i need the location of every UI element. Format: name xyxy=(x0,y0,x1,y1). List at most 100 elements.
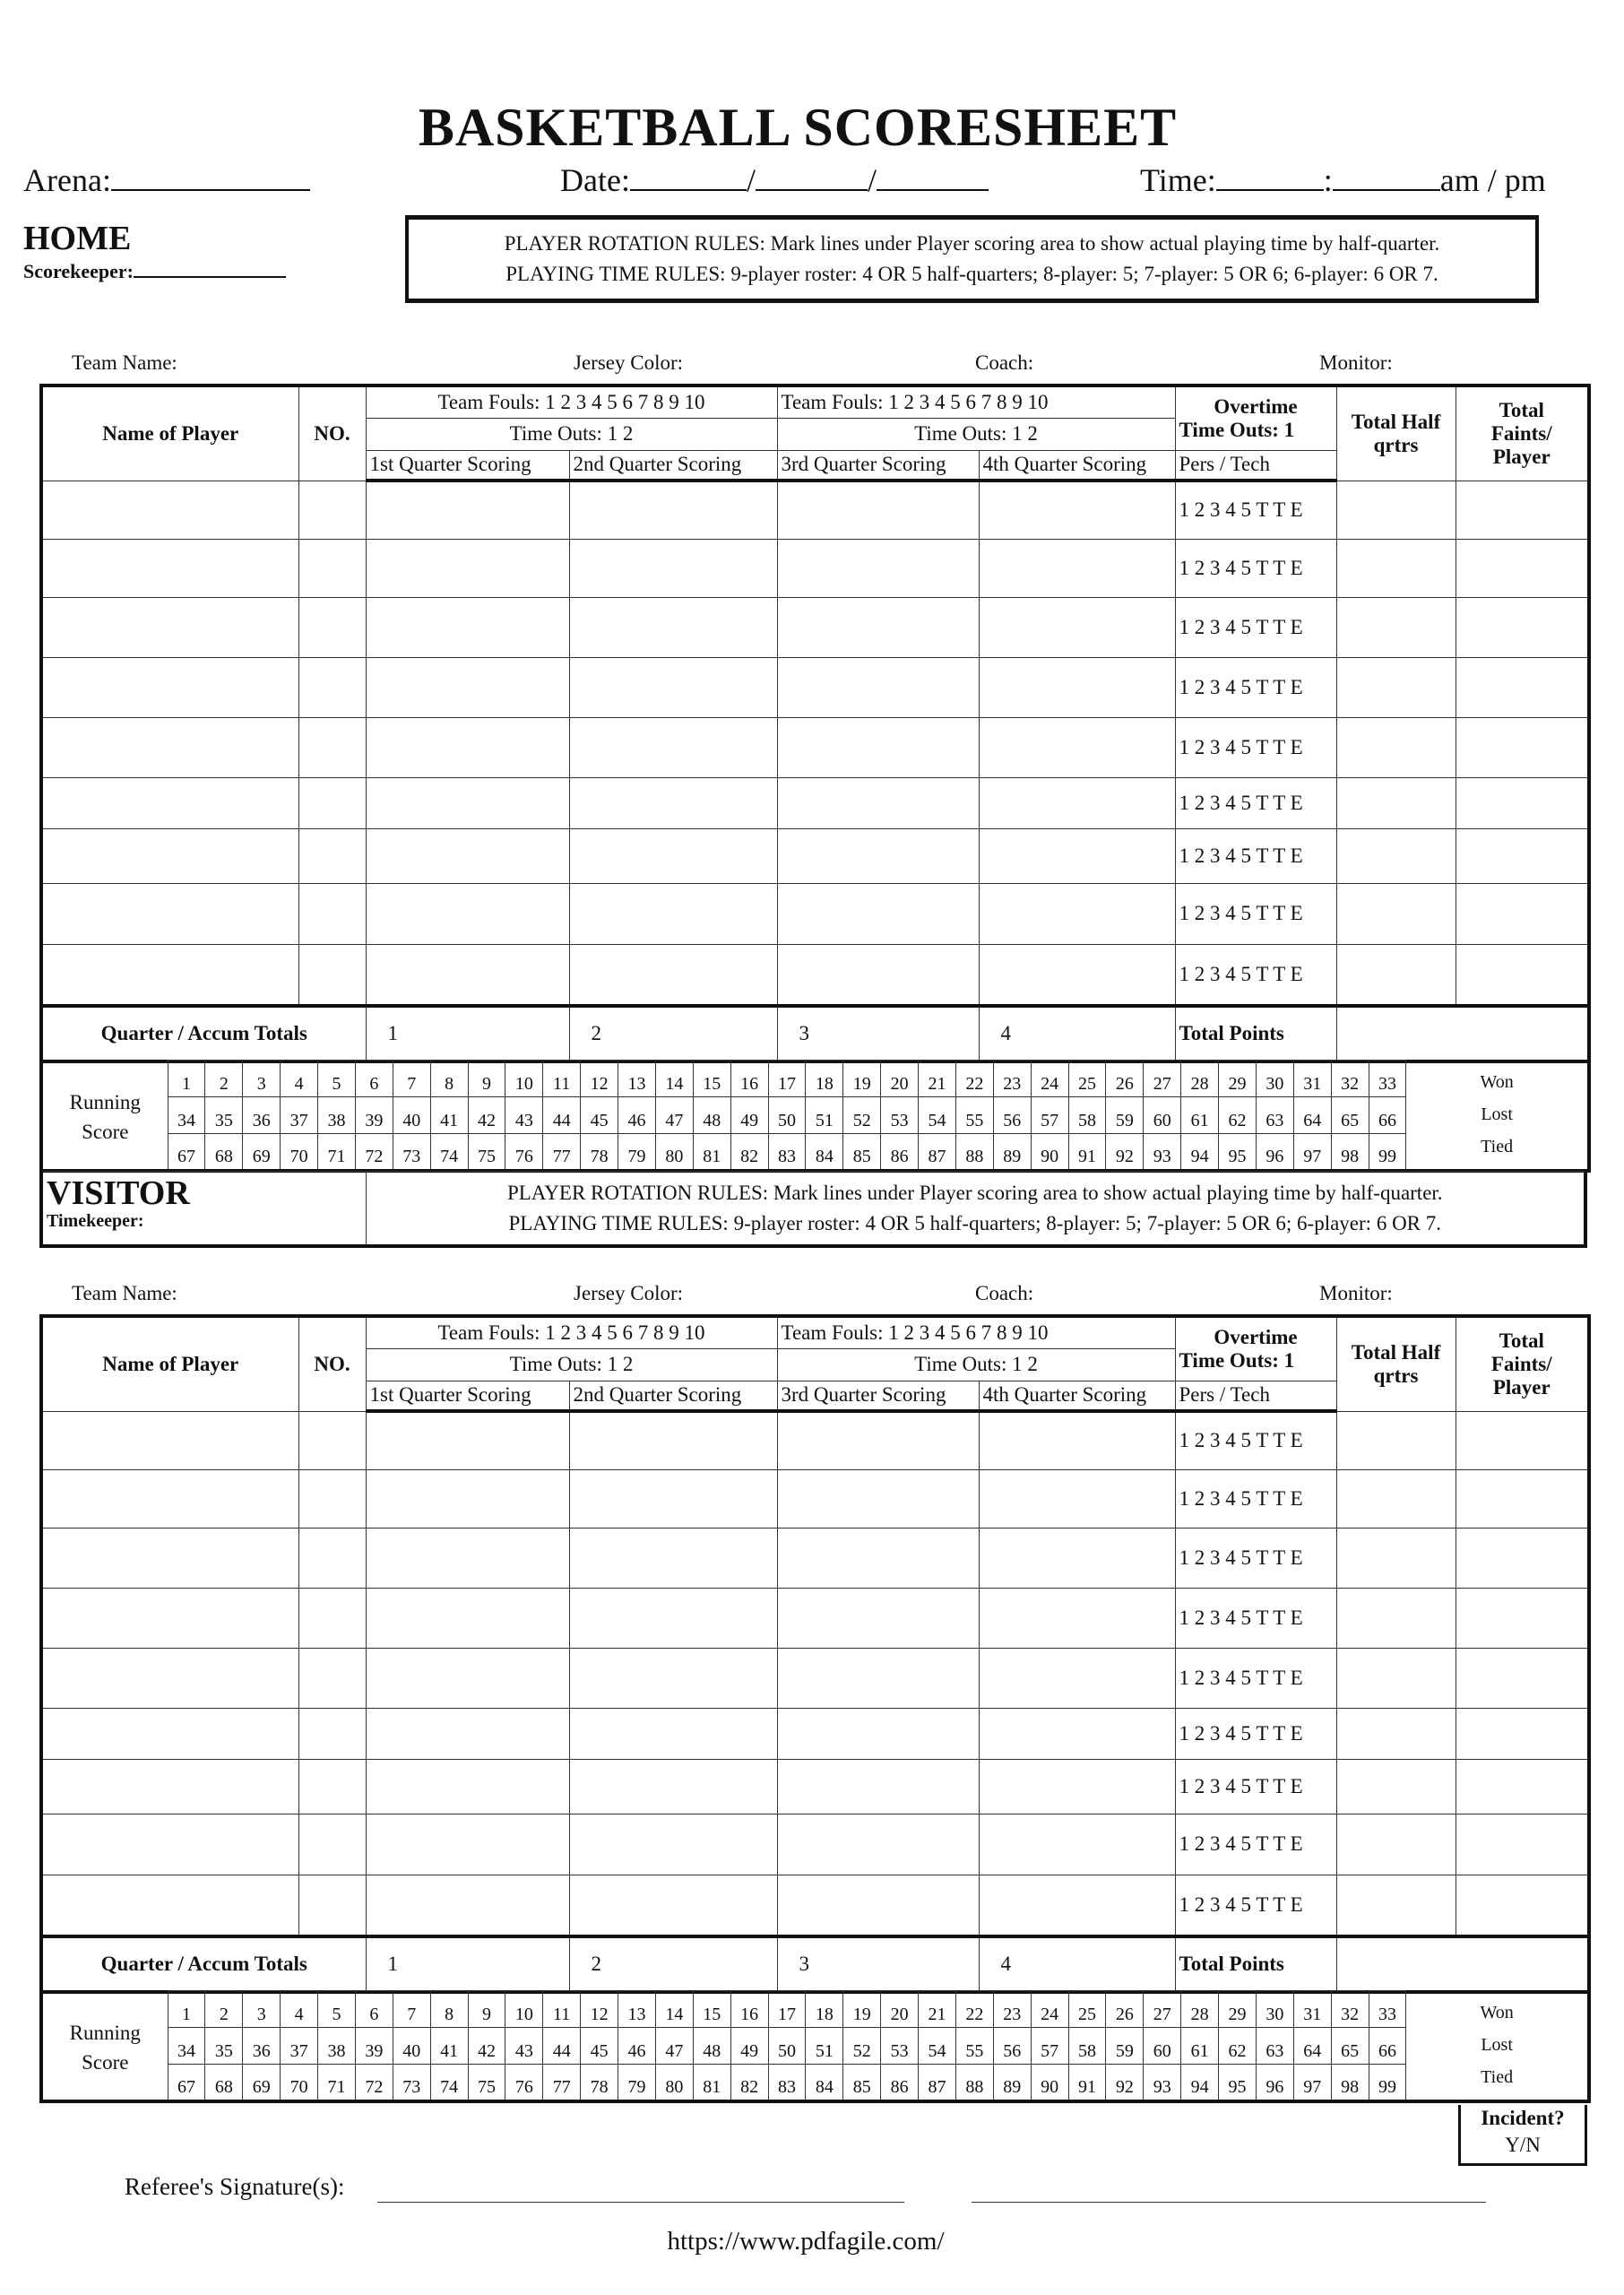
score-cell-28[interactable]: 28 xyxy=(1180,1990,1219,2028)
fouls-cell[interactable]: 1 2 3 4 5 T T E xyxy=(1174,1527,1337,1589)
team-info-team-name[interactable]: Team Name: xyxy=(72,351,177,374)
total-half-qrtrs-cell[interactable] xyxy=(1335,1468,1456,1529)
score-cell-39[interactable]: 39 xyxy=(354,2027,393,2065)
score-cell-65[interactable]: 65 xyxy=(1330,2027,1369,2065)
score-cell-48[interactable]: 48 xyxy=(692,2027,731,2065)
source-url[interactable]: https://www.pdfagile.com/ xyxy=(667,2227,945,2256)
quarter-2-score-cell[interactable] xyxy=(568,882,778,945)
quarter-4-score-cell[interactable] xyxy=(978,943,1176,1007)
player-number-cell[interactable] xyxy=(298,1758,367,1814)
total-faints-cell[interactable] xyxy=(1455,1468,1590,1529)
score-cell-64[interactable]: 64 xyxy=(1292,2027,1332,2065)
score-cell-90[interactable]: 90 xyxy=(1030,1133,1069,1171)
player-name-cell[interactable] xyxy=(40,1758,299,1814)
quarter-1-score-cell[interactable] xyxy=(365,943,570,1007)
team-fouls-second-half[interactable]: Team Fouls: 1 2 3 4 5 6 7 8 9 10 xyxy=(776,1315,1176,1349)
score-cell-78[interactable]: 78 xyxy=(580,2064,618,2101)
score-cell-85[interactable]: 85 xyxy=(842,2064,882,2101)
total-faints-cell[interactable] xyxy=(1455,1527,1590,1589)
score-cell-36[interactable]: 36 xyxy=(242,2027,281,2065)
player-number-cell[interactable] xyxy=(298,1587,367,1649)
referee-signature-line-1[interactable] xyxy=(377,2202,904,2203)
score-cell-66[interactable]: 66 xyxy=(1368,1096,1407,1134)
player-name-cell[interactable] xyxy=(40,776,299,829)
score-cell-90[interactable]: 90 xyxy=(1030,2064,1069,2101)
player-name-cell[interactable] xyxy=(40,656,299,718)
score-cell-71[interactable]: 71 xyxy=(317,1133,356,1171)
result-lost[interactable]: Lost xyxy=(1481,1104,1513,1124)
score-cell-91[interactable]: 91 xyxy=(1067,1133,1107,1171)
score-cell-53[interactable]: 53 xyxy=(880,2027,919,2065)
score-cell-3[interactable]: 3 xyxy=(242,1990,281,2028)
score-cell-63[interactable]: 63 xyxy=(1255,1096,1294,1134)
quarter-2-score-cell[interactable] xyxy=(568,943,778,1007)
player-name-cell[interactable] xyxy=(40,538,299,598)
score-cell-2[interactable]: 2 xyxy=(204,1990,244,2028)
total-half-qrtrs-cell[interactable] xyxy=(1335,1758,1456,1814)
score-cell-75[interactable]: 75 xyxy=(467,2064,506,2101)
score-cell-47[interactable]: 47 xyxy=(654,2027,694,2065)
score-cell-93[interactable]: 93 xyxy=(1143,1133,1182,1171)
score-cell-16[interactable]: 16 xyxy=(730,1060,769,1097)
fouls-cell[interactable]: 1 2 3 4 5 T T E xyxy=(1174,596,1337,658)
team-info-jersey-color[interactable]: Jersey Color: xyxy=(574,351,684,374)
score-cell-83[interactable]: 83 xyxy=(767,2064,807,2101)
score-cell-17[interactable]: 17 xyxy=(767,1060,807,1097)
result-tied[interactable]: Tied xyxy=(1481,1136,1514,1156)
result-cell[interactable]: Won Lost Tied xyxy=(1406,1991,1589,2101)
score-cell-19[interactable]: 19 xyxy=(842,1990,882,2028)
total-faints-cell[interactable] xyxy=(1455,1647,1590,1709)
time-outs-second-half[interactable]: Time Outs: 1 2 xyxy=(776,1347,1176,1381)
quarter-1-score-cell[interactable] xyxy=(365,1758,570,1814)
score-cell-7[interactable]: 7 xyxy=(392,1990,431,2028)
team-info-monitor[interactable]: Monitor: xyxy=(1319,351,1393,374)
score-cell-56[interactable]: 56 xyxy=(992,1096,1032,1134)
score-cell-88[interactable]: 88 xyxy=(955,2064,994,2101)
score-cell-44[interactable]: 44 xyxy=(542,1096,582,1134)
score-cell-88[interactable]: 88 xyxy=(955,1133,994,1171)
player-number-cell[interactable] xyxy=(298,1527,367,1589)
total-half-qrtrs-cell[interactable] xyxy=(1335,776,1456,829)
quarter-4-score-cell[interactable] xyxy=(978,1707,1176,1760)
score-cell-77[interactable]: 77 xyxy=(542,1133,582,1171)
total-points-value[interactable] xyxy=(1335,1004,1590,1063)
quarter-4-score-cell[interactable] xyxy=(978,1587,1176,1649)
score-cell-15[interactable]: 15 xyxy=(692,1060,731,1097)
player-name-cell[interactable] xyxy=(40,1527,299,1589)
score-cell-69[interactable]: 69 xyxy=(242,2064,281,2101)
score-cell-89[interactable]: 89 xyxy=(992,2064,1032,2101)
quarter-1-score-cell[interactable] xyxy=(365,1527,570,1589)
total-faints-cell[interactable] xyxy=(1455,1707,1590,1760)
score-cell-10[interactable]: 10 xyxy=(505,1060,544,1097)
score-cell-1[interactable]: 1 xyxy=(167,1990,206,2028)
score-cell-45[interactable]: 45 xyxy=(580,2027,618,2065)
score-cell-86[interactable]: 86 xyxy=(880,1133,919,1171)
team-info-team-name[interactable]: Team Name: xyxy=(72,1282,177,1304)
score-cell-5[interactable]: 5 xyxy=(317,1990,356,2028)
total-faints-cell[interactable] xyxy=(1455,1874,1590,1937)
score-cell-76[interactable]: 76 xyxy=(505,2064,544,2101)
score-cell-52[interactable]: 52 xyxy=(842,1096,882,1134)
score-cell-45[interactable]: 45 xyxy=(580,1096,618,1134)
quarter-4-score-cell[interactable] xyxy=(978,1874,1176,1937)
quarter-2-score-cell[interactable] xyxy=(568,1874,778,1937)
quarter-3-score-cell[interactable] xyxy=(776,596,980,658)
score-cell-38[interactable]: 38 xyxy=(317,2027,356,2065)
quarter-total-3[interactable]: 3 xyxy=(776,1004,980,1063)
score-cell-7[interactable]: 7 xyxy=(392,1060,431,1097)
score-cell-94[interactable]: 94 xyxy=(1180,2064,1219,2101)
score-cell-57[interactable]: 57 xyxy=(1030,1096,1069,1134)
score-cell-51[interactable]: 51 xyxy=(805,2027,844,2065)
score-cell-50[interactable]: 50 xyxy=(767,2027,807,2065)
score-cell-58[interactable]: 58 xyxy=(1067,2027,1107,2065)
quarter-3-score-cell[interactable] xyxy=(776,716,980,778)
quarter-2-score-cell[interactable] xyxy=(568,1647,778,1709)
score-cell-18[interactable]: 18 xyxy=(805,1060,844,1097)
score-cell-94[interactable]: 94 xyxy=(1180,1133,1219,1171)
score-cell-17[interactable]: 17 xyxy=(767,1990,807,2028)
score-cell-21[interactable]: 21 xyxy=(918,1060,956,1097)
score-cell-9[interactable]: 9 xyxy=(467,1990,506,2028)
score-cell-1[interactable]: 1 xyxy=(167,1060,206,1097)
quarter-3-score-cell[interactable] xyxy=(776,1587,980,1649)
quarter-1-score-cell[interactable] xyxy=(365,1707,570,1760)
